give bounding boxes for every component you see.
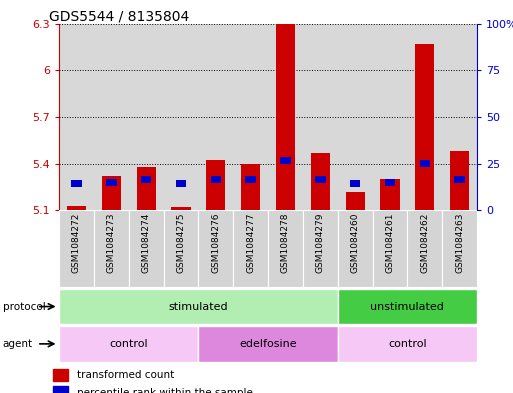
Bar bbox=[94, 210, 129, 287]
Text: GSM1084260: GSM1084260 bbox=[351, 213, 360, 273]
Text: GSM1084262: GSM1084262 bbox=[420, 213, 429, 273]
Text: agent: agent bbox=[3, 339, 33, 349]
Text: GSM1084261: GSM1084261 bbox=[385, 213, 394, 273]
Bar bbox=[210, 176, 221, 183]
Bar bbox=[303, 210, 338, 287]
Text: GSM1084279: GSM1084279 bbox=[316, 213, 325, 273]
Text: GSM1084274: GSM1084274 bbox=[142, 213, 151, 273]
Bar bbox=[233, 24, 268, 210]
Bar bbox=[450, 151, 469, 210]
Bar bbox=[442, 24, 477, 210]
Text: transformed count: transformed count bbox=[76, 370, 174, 380]
Bar bbox=[59, 210, 94, 287]
Bar bbox=[372, 24, 407, 210]
Bar bbox=[268, 210, 303, 287]
Bar bbox=[53, 369, 68, 381]
Bar bbox=[350, 180, 361, 187]
Bar bbox=[164, 24, 199, 210]
Text: GSM1084272: GSM1084272 bbox=[72, 213, 81, 273]
Bar bbox=[420, 160, 430, 167]
Bar bbox=[199, 210, 233, 287]
Text: GDS5544 / 8135804: GDS5544 / 8135804 bbox=[49, 10, 189, 24]
Bar bbox=[94, 24, 129, 210]
Bar bbox=[280, 157, 291, 164]
Bar bbox=[245, 176, 256, 183]
Bar bbox=[102, 176, 121, 210]
Bar bbox=[407, 210, 442, 287]
Text: edelfosine: edelfosine bbox=[239, 339, 297, 349]
Bar bbox=[53, 386, 68, 393]
Bar bbox=[303, 24, 338, 210]
Bar bbox=[71, 180, 82, 187]
Bar bbox=[171, 207, 190, 210]
Bar bbox=[233, 210, 268, 287]
Text: GSM1084263: GSM1084263 bbox=[455, 213, 464, 273]
Bar bbox=[59, 326, 199, 362]
Text: GSM1084273: GSM1084273 bbox=[107, 213, 116, 273]
Bar bbox=[338, 24, 372, 210]
Bar bbox=[129, 210, 164, 287]
Text: GSM1084276: GSM1084276 bbox=[211, 213, 220, 273]
Text: percentile rank within the sample: percentile rank within the sample bbox=[76, 387, 252, 393]
Bar bbox=[442, 210, 477, 287]
Bar bbox=[67, 206, 86, 210]
Bar bbox=[199, 326, 338, 362]
Text: control: control bbox=[388, 339, 427, 349]
Text: GSM1084275: GSM1084275 bbox=[176, 213, 185, 273]
Bar bbox=[372, 210, 407, 287]
Bar bbox=[175, 180, 186, 187]
Bar bbox=[141, 176, 151, 183]
Text: protocol: protocol bbox=[3, 301, 45, 312]
Bar bbox=[381, 179, 400, 210]
Bar bbox=[206, 160, 225, 210]
Bar bbox=[129, 24, 164, 210]
Bar bbox=[311, 153, 330, 210]
Bar bbox=[338, 210, 372, 287]
Bar bbox=[385, 179, 395, 185]
Text: GSM1084277: GSM1084277 bbox=[246, 213, 255, 273]
Bar bbox=[315, 176, 326, 183]
Text: unstimulated: unstimulated bbox=[370, 301, 444, 312]
Bar bbox=[276, 24, 295, 210]
Bar bbox=[199, 24, 233, 210]
Bar bbox=[407, 24, 442, 210]
Bar bbox=[338, 289, 477, 324]
Text: stimulated: stimulated bbox=[169, 301, 228, 312]
Bar bbox=[415, 44, 435, 210]
Bar bbox=[338, 326, 477, 362]
Bar bbox=[106, 179, 116, 185]
Text: GSM1084278: GSM1084278 bbox=[281, 213, 290, 273]
Bar bbox=[346, 191, 365, 210]
Bar bbox=[268, 24, 303, 210]
Bar bbox=[164, 210, 199, 287]
Bar bbox=[241, 163, 260, 210]
Bar bbox=[136, 167, 155, 210]
Bar bbox=[59, 24, 94, 210]
Text: control: control bbox=[109, 339, 148, 349]
Bar bbox=[455, 176, 465, 183]
Bar bbox=[59, 289, 338, 324]
